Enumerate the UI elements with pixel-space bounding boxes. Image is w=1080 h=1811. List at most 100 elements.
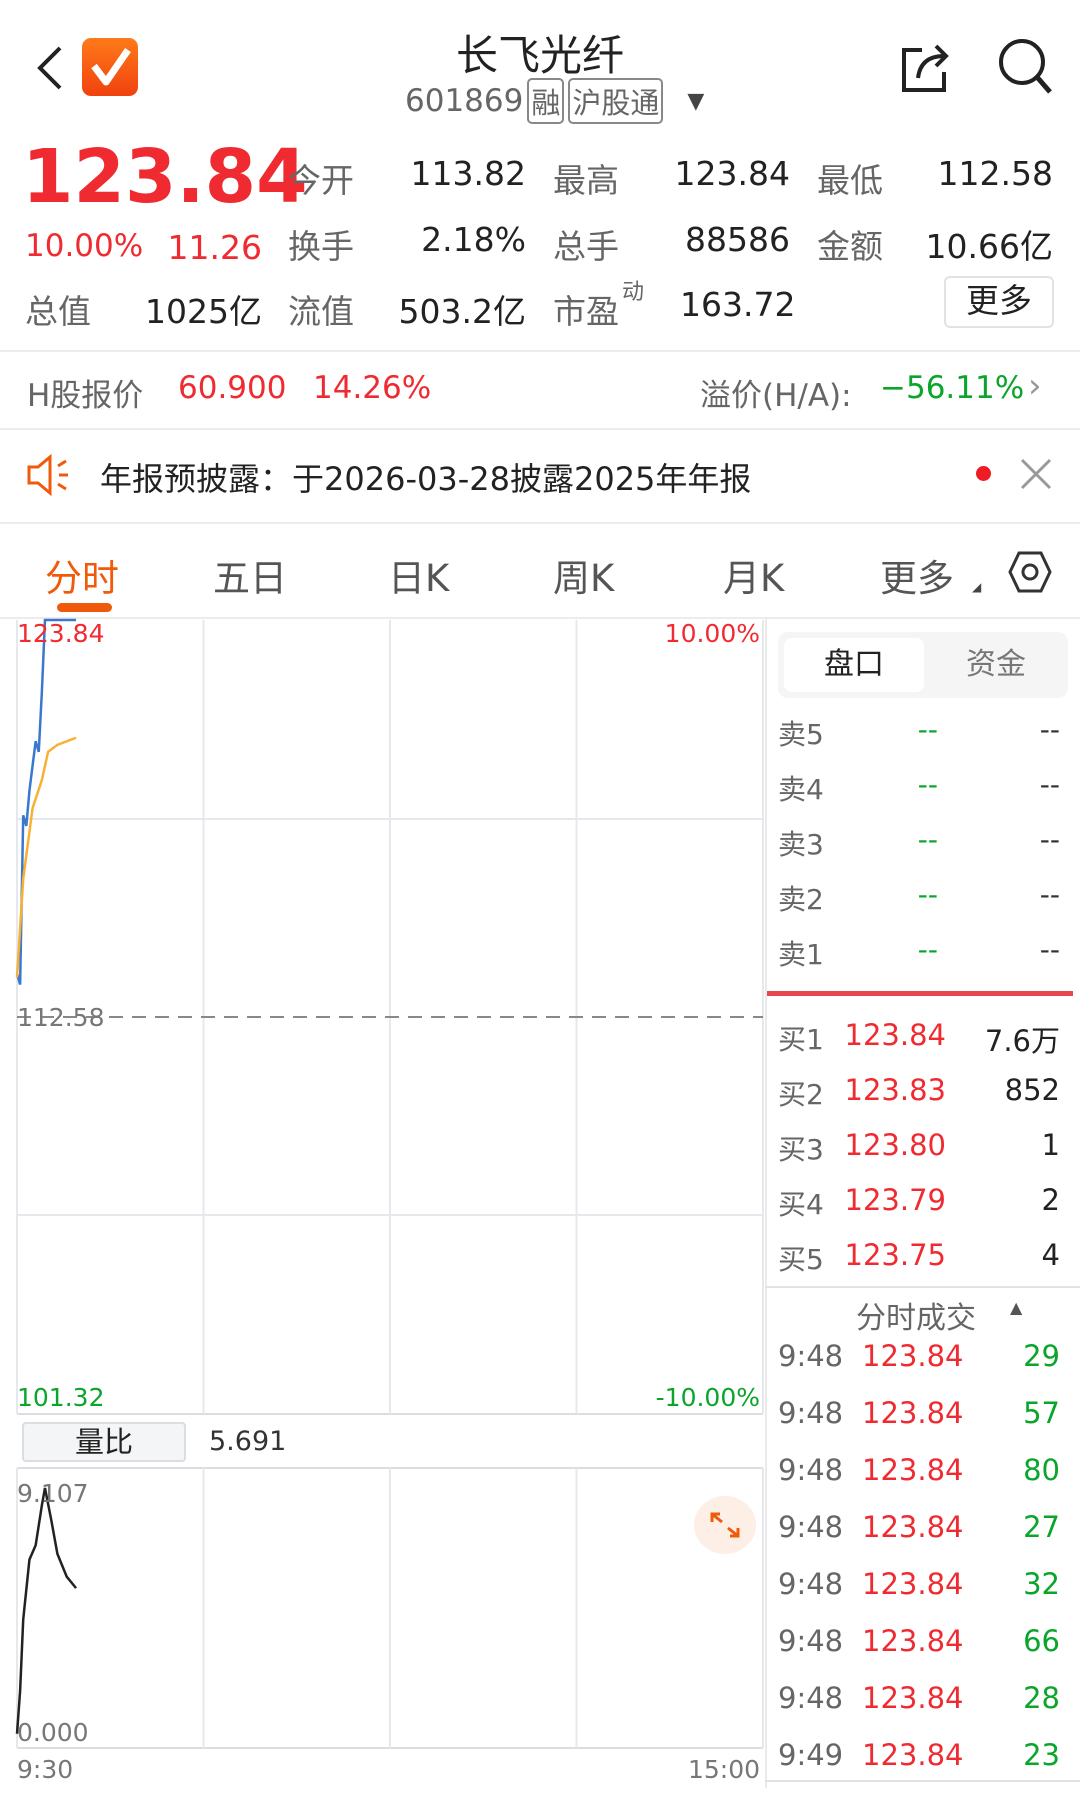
bid-level: 买5: [778, 1243, 824, 1276]
bid-row[interactable]: 买2 123.83 852: [778, 1073, 1068, 1113]
y-tick-label: 123.84: [17, 619, 104, 648]
stock-subtitle[interactable]: 601869 融 沪股通 ▼: [405, 78, 704, 124]
low-value: 112.58: [937, 154, 1053, 193]
collapse-caret-icon[interactable]: ▲: [1010, 1298, 1023, 1317]
bid-level: 买2: [778, 1078, 824, 1111]
bid-volume: 4: [1041, 1238, 1060, 1272]
ask-row[interactable]: 卖5 -- --: [778, 713, 1068, 753]
stock-name: 长飞光纤: [455, 31, 624, 80]
x-tick-label: 9:30: [17, 1755, 73, 1784]
speaker-icon: [27, 454, 68, 496]
tab-daily-k[interactable]: 日K: [388, 557, 450, 600]
ask-volume: --: [1039, 933, 1060, 966]
trade-price: 123.84: [862, 1738, 964, 1772]
tab-orderbook[interactable]: 盘口: [784, 638, 924, 692]
ask-volume: --: [1039, 878, 1060, 911]
ask-row[interactable]: 卖2 -- --: [778, 878, 1068, 918]
bid-level: 买3: [778, 1133, 824, 1166]
h-share-pct: 14.26%: [313, 370, 432, 406]
trade-time: 9:49: [778, 1738, 844, 1772]
bid-price: 123.83: [844, 1073, 946, 1107]
stat-label: 金额: [817, 227, 883, 266]
chevron-right-icon: ›: [1028, 366, 1042, 406]
stat-label: 最高: [553, 161, 619, 200]
trade-time: 9:48: [778, 1624, 844, 1658]
h-share-label: H股报价: [27, 378, 144, 414]
trade-volume: 28: [1023, 1681, 1060, 1715]
ask-row[interactable]: 卖4 -- --: [778, 768, 1068, 808]
trade-volume: 32: [1023, 1567, 1060, 1601]
trade-price: 123.84: [862, 1681, 964, 1715]
settings-icon[interactable]: [1008, 550, 1052, 594]
volume-ratio-line: [15, 1487, 78, 1734]
connect-badge: 沪股通: [568, 78, 664, 124]
dropdown-icon[interactable]: ▼: [687, 88, 705, 114]
trade-price: 123.84: [862, 1396, 964, 1430]
bid-volume: 2: [1041, 1183, 1060, 1217]
trade-time: 9:48: [778, 1396, 844, 1430]
bid-volume: 1: [1041, 1128, 1060, 1162]
tab-monthly-k[interactable]: 月K: [723, 557, 785, 600]
trade-volume: 80: [1023, 1453, 1060, 1487]
ask-volume: --: [1039, 713, 1060, 746]
h-share-price: 60.900: [178, 370, 287, 406]
tab-weekly-k[interactable]: 周K: [553, 557, 615, 600]
pe-sup: 动: [622, 280, 645, 305]
last-price: 123.84: [22, 134, 308, 220]
ask-level: 卖4: [778, 773, 824, 806]
stat-label: 今开: [288, 161, 354, 200]
bid-level: 买4: [778, 1188, 824, 1221]
share-icon[interactable]: [898, 40, 956, 96]
tab-five-day[interactable]: 五日: [213, 557, 287, 600]
price-line: [15, 618, 77, 985]
bid-price: 123.79: [844, 1183, 946, 1217]
expand-icon: [710, 1512, 740, 1538]
bid-row[interactable]: 买5 123.75 4: [778, 1238, 1068, 1278]
open-value: 113.82: [410, 154, 526, 193]
bid-row[interactable]: 买1 123.84 7.6万: [778, 1018, 1068, 1058]
bid-price: 123.84: [844, 1018, 946, 1052]
intraday-chart[interactable]: 123.84 112.58 101.32 10.00% -10.00% 9.107 0.00…: [0, 618, 765, 1788]
notice-text[interactable]: 年报预披露：于2026-03-28披露2025年年报: [100, 460, 752, 498]
tab-more[interactable]: 更多: [880, 557, 954, 600]
bid-row[interactable]: 买4 123.79 2: [778, 1183, 1068, 1223]
bid-level: 买1: [778, 1023, 824, 1056]
trade-price: 123.84: [862, 1339, 964, 1373]
indicator-selector[interactable]: 量比: [22, 1422, 186, 1462]
app-logo-icon: [82, 38, 138, 96]
search-icon[interactable]: [996, 36, 1056, 96]
x-tick-label: 15:00: [688, 1755, 760, 1784]
trade-time: 9:48: [778, 1510, 844, 1544]
trade-price: 123.84: [862, 1510, 964, 1544]
more-stats-button[interactable]: 更多: [944, 276, 1054, 328]
amount-value: 10.66亿: [925, 227, 1053, 266]
orderbook-tabs: 盘口 资金: [778, 632, 1068, 698]
market-cap-value: 1025亿: [145, 292, 262, 331]
bid-row[interactable]: 买3 123.80 1: [778, 1128, 1068, 1168]
back-icon[interactable]: [34, 44, 64, 92]
tab-capital[interactable]: 资金: [966, 647, 1026, 682]
ask-row[interactable]: 卖1 -- --: [778, 933, 1068, 973]
ask-price: --: [917, 933, 938, 966]
ask-row[interactable]: 卖3 -- --: [778, 823, 1068, 863]
close-icon[interactable]: [1020, 458, 1052, 490]
change-amount: 11.26: [167, 228, 262, 267]
bid-volume: 852: [1004, 1073, 1060, 1107]
y-tick-label: 0.000: [17, 1718, 89, 1747]
stat-label: 总值: [25, 292, 91, 331]
fullscreen-button[interactable]: [694, 1496, 756, 1554]
trade-price: 123.84: [862, 1453, 964, 1487]
float-cap-value: 503.2亿: [398, 292, 526, 331]
y-tick-label: 9.107: [17, 1479, 89, 1508]
tab-intraday[interactable]: 分时: [45, 557, 119, 600]
volume-value: 88586: [685, 220, 790, 259]
trade-volume: 29: [1023, 1339, 1060, 1373]
stat-label: 流值: [288, 292, 354, 331]
premium-value: −56.11%: [880, 370, 1025, 406]
bid-price: 123.80: [844, 1128, 946, 1162]
h-share-row[interactable]: H股报价 60.900 14.26% 溢价(H/A): −56.11% ›: [0, 352, 1080, 428]
ask-volume: --: [1039, 823, 1060, 856]
trades-title[interactable]: 分时成交: [856, 1301, 976, 1336]
trade-time: 9:48: [778, 1567, 844, 1601]
y-tick-label: -10.00%: [656, 1383, 760, 1412]
